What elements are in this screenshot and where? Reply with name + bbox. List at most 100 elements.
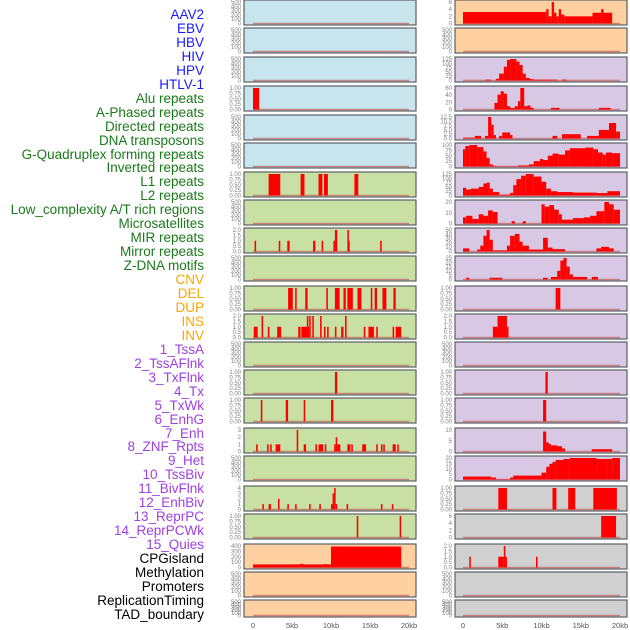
y-tick-label: 0 <box>449 79 453 85</box>
y-tick-label: 200 <box>231 608 242 614</box>
row-label: ReplicationTiming <box>97 592 204 608</box>
y-tick-label: 400 <box>231 260 242 266</box>
y-tick-label: 0 <box>449 478 453 484</box>
y-tick-label: 0 <box>449 50 453 56</box>
y-tick-label: 300 <box>442 351 453 357</box>
y-tick-label: 200 <box>231 585 242 591</box>
y-tick-label: 0.00 <box>440 508 452 514</box>
bar <box>327 564 331 568</box>
bar <box>546 9 549 24</box>
bar <box>498 556 504 568</box>
y-tick-label: 5 <box>449 439 453 445</box>
panel-background <box>243 255 417 282</box>
y-tick-label: 0.50 <box>440 381 452 387</box>
bar <box>463 187 467 196</box>
bar <box>520 88 525 110</box>
y-tick-label: 0 <box>238 222 242 228</box>
y-tick-label: 50 <box>445 228 452 234</box>
bar <box>541 204 545 224</box>
y-tick-label: 20 <box>445 456 452 462</box>
bar <box>393 288 396 310</box>
y-tick-label: 1.00 <box>229 286 241 292</box>
y-tick-label: 200 <box>231 555 242 561</box>
y-tick-label: 0 <box>238 50 242 56</box>
bar <box>609 204 614 224</box>
y-tick-label: 200 <box>231 213 242 219</box>
y-tick-label: 0 <box>449 594 453 600</box>
y-tick-label: 500 <box>231 0 242 6</box>
right-panel: 0 5 10 <box>445 427 628 456</box>
y-tick-label: 0.00 <box>229 536 241 542</box>
bar <box>499 73 504 81</box>
right-panel: 0.02.55.07.510.012.5 <box>440 114 628 143</box>
bar <box>514 233 520 252</box>
bar <box>569 148 586 167</box>
y-tick-label: 500 <box>231 572 242 578</box>
bar <box>267 444 269 452</box>
bar <box>491 124 494 139</box>
bar <box>561 79 567 81</box>
y-tick-label: 5 <box>449 273 453 279</box>
y-tick-label: 1.00 <box>229 86 241 92</box>
bar <box>527 105 531 110</box>
y-tick-label: 500 <box>231 143 242 149</box>
bar <box>555 459 564 480</box>
y-tick-label: 200 <box>231 355 242 361</box>
bar <box>552 135 558 139</box>
bar <box>503 93 507 110</box>
bar <box>489 277 503 280</box>
row-label: HIV <box>181 48 204 64</box>
panel-background <box>243 313 417 340</box>
bar <box>552 153 559 167</box>
bar <box>550 276 558 280</box>
bar <box>592 12 602 24</box>
bar <box>561 14 565 24</box>
panel-background <box>454 513 628 540</box>
y-tick-label: 400 <box>231 204 242 210</box>
bar <box>547 155 553 167</box>
y-tick-label: 1.00 <box>440 398 452 404</box>
x-tick-label: 20kb <box>612 621 628 630</box>
row-label: CNV <box>175 272 204 288</box>
bar <box>557 270 561 280</box>
y-tick-label: 100 <box>442 589 453 595</box>
bar <box>544 206 550 224</box>
row-label: 7_Enh <box>164 425 204 441</box>
bar <box>331 400 334 422</box>
y-tick-label: 2.0 <box>444 314 453 320</box>
bar <box>287 240 290 252</box>
panel-background <box>243 114 417 141</box>
bar <box>613 209 620 224</box>
y-tick-label: 100 <box>231 45 242 51</box>
bar <box>505 556 507 568</box>
row-label: 3_TxFlnk <box>148 369 204 385</box>
bar <box>392 326 395 338</box>
row-label: MIR repeats <box>130 230 204 246</box>
bar <box>583 217 591 224</box>
bar <box>254 240 257 252</box>
bar <box>303 564 324 568</box>
y-tick-label: 300 <box>231 265 242 271</box>
bar <box>522 221 526 224</box>
y-tick-label: 1.0 <box>233 325 242 331</box>
bar <box>612 458 620 480</box>
y-tick-label: 500 <box>231 600 242 606</box>
bar <box>335 504 338 510</box>
row-label: INS <box>181 313 204 329</box>
bar <box>351 444 353 452</box>
bar <box>347 444 351 452</box>
y-tick-label: 500 <box>442 572 453 578</box>
bar <box>486 182 490 196</box>
y-tick-label: 0.75 <box>440 403 452 409</box>
bar <box>492 165 496 167</box>
y-tick-label: 25 <box>445 256 452 262</box>
right-panel: 0 246 <box>449 0 628 28</box>
y-tick-label: 300 <box>231 209 242 215</box>
y-tick-label: 7.5 <box>444 124 453 130</box>
row-label: Methylation <box>134 565 204 580</box>
y-tick-label: 200 <box>442 41 453 47</box>
